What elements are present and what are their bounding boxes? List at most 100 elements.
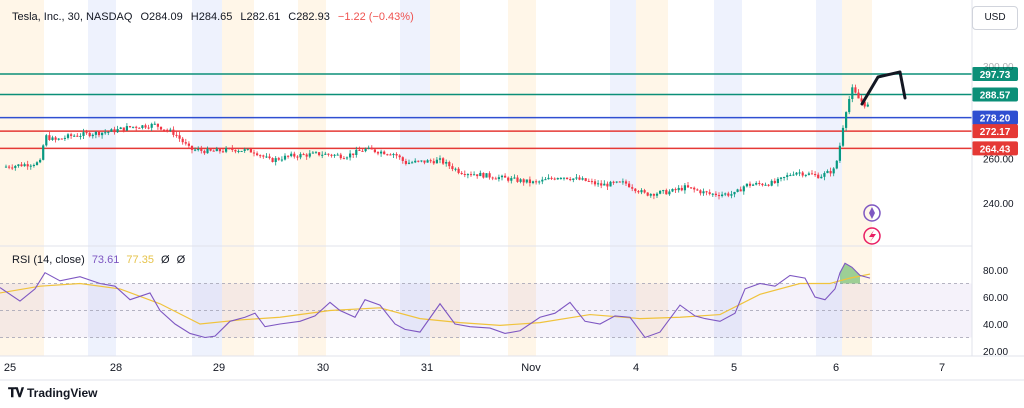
candle-body [32, 164, 35, 166]
candle-body [680, 187, 683, 191]
candle-body [336, 154, 339, 156]
candle-body [389, 154, 392, 156]
candle-body [668, 191, 671, 195]
candle-body [841, 127, 845, 146]
candle-body [423, 160, 426, 163]
candle-body [516, 177, 519, 182]
candle-body [144, 125, 147, 128]
candle-body [29, 165, 32, 167]
up-arrow-annotation [860, 70, 907, 106]
flash-icon [863, 227, 881, 245]
candle-body [138, 127, 141, 129]
session-band [222, 0, 254, 356]
candle-body [736, 189, 739, 192]
x-tick-label: 7 [939, 362, 945, 374]
price-level-tag [972, 87, 1018, 102]
session-band [636, 0, 668, 356]
candle-body [553, 178, 556, 180]
candle-body [218, 148, 221, 152]
candle-body [851, 87, 854, 99]
candle-body [801, 172, 804, 176]
candle-body [70, 134, 73, 136]
price-tick-label: 240.00 [983, 199, 1014, 210]
candle-body [361, 150, 364, 152]
candles [4, 84, 869, 200]
candle-body [88, 132, 91, 137]
candle-body [14, 165, 17, 168]
candle-body [252, 152, 256, 154]
flash-bolt-icon [869, 230, 876, 242]
rsi-tick-label: 60.00 [983, 293, 1008, 304]
candle-body [302, 154, 305, 156]
candle-body [355, 149, 358, 155]
candle-body [327, 153, 330, 155]
candle-body [683, 185, 686, 191]
candle-body [817, 174, 820, 179]
x-tick-label: 28 [110, 362, 122, 374]
session-band [0, 0, 44, 356]
candle-body [271, 158, 274, 162]
candle-body [311, 152, 314, 154]
candle-body [141, 125, 144, 128]
candle-body [181, 138, 184, 143]
candle-body [76, 135, 79, 137]
candle-body [795, 172, 798, 175]
candle-body [321, 154, 324, 156]
candle-body [528, 179, 531, 184]
candle-body [522, 179, 525, 183]
candle-body [57, 138, 60, 140]
candle-body [349, 153, 352, 158]
candle-body [169, 129, 172, 131]
candle-body [318, 152, 321, 156]
currency-button[interactable]: USD [972, 6, 1018, 30]
candle-body [383, 151, 386, 155]
candle-body [848, 98, 851, 113]
candle-body [714, 193, 717, 196]
candle-body [497, 177, 500, 180]
candle-body [460, 172, 463, 174]
candle-body [677, 187, 680, 191]
candle-body [104, 132, 107, 134]
candle-body [473, 174, 476, 176]
candle-body [507, 177, 510, 181]
candle-body [860, 98, 863, 102]
candle-body [866, 104, 869, 107]
candle-body [724, 193, 727, 195]
candle-body [48, 135, 51, 140]
candle-body [451, 166, 454, 170]
candle-body [758, 182, 761, 184]
candle-body [240, 150, 243, 152]
candle-body [97, 131, 101, 136]
candle-body [631, 187, 634, 189]
rsi-ma-line [0, 273, 871, 326]
candle-body [655, 193, 659, 196]
candle-body [398, 155, 401, 158]
candle-body [308, 153, 311, 157]
candle-body [246, 148, 249, 150]
price-level-tag [972, 124, 1018, 139]
candle-body [290, 153, 293, 157]
candle-body [671, 189, 674, 192]
candle-body [590, 181, 593, 183]
candle-body [823, 173, 826, 177]
candle-body [178, 135, 181, 139]
candle-body [448, 162, 451, 167]
candle-body [442, 158, 445, 164]
candle-body [575, 177, 578, 179]
candle-body [333, 154, 336, 156]
candle-body [643, 190, 646, 193]
x-tick-label: 4 [633, 362, 639, 374]
price-level-label: 264.43 [980, 144, 1011, 155]
candle-body [200, 149, 203, 151]
candle-body [798, 172, 801, 174]
candle-body [550, 177, 553, 179]
candle-body [699, 190, 702, 194]
candle-body [259, 155, 262, 157]
candle-body [562, 177, 566, 179]
price-level-label: 288.57 [980, 90, 1011, 101]
candle-body [159, 126, 163, 130]
candle-body [330, 154, 333, 156]
legend-high: H284.65 [190, 11, 233, 23]
candle-body [755, 182, 758, 185]
